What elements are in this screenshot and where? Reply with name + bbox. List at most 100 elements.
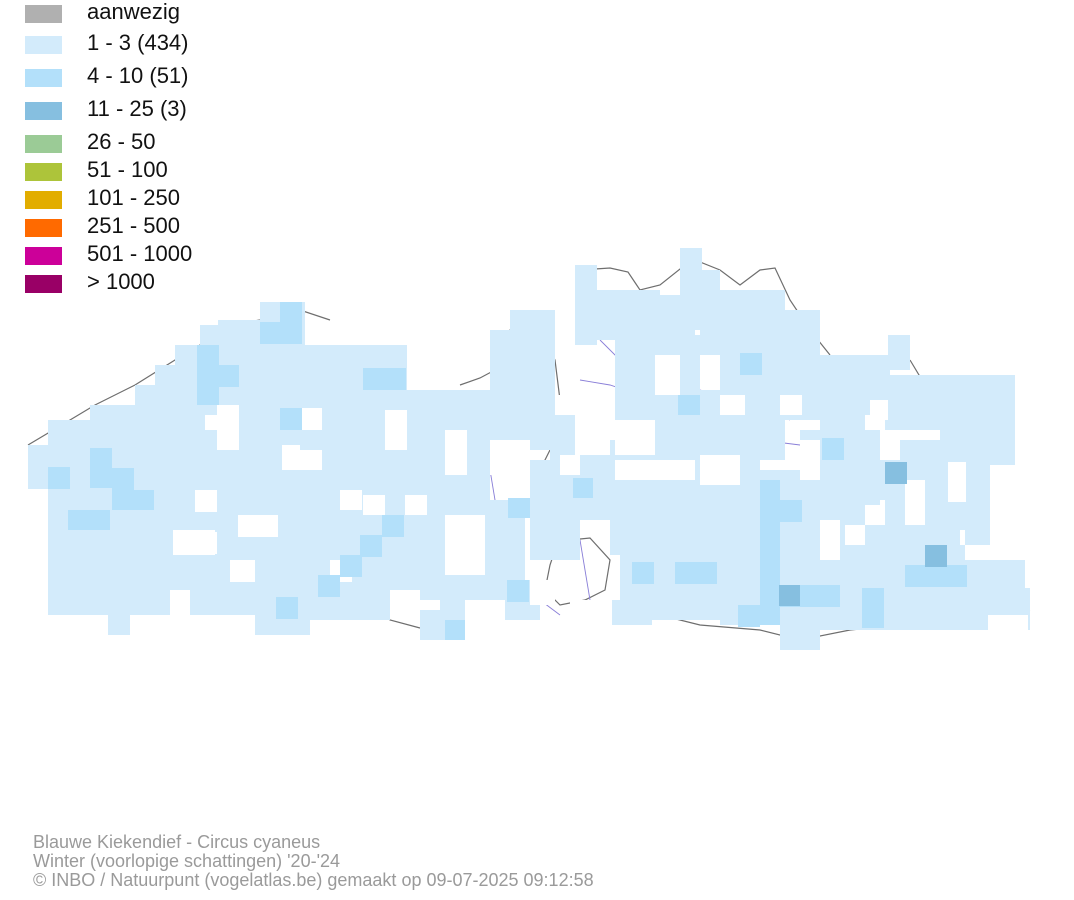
legend-item-26-50: 26 - 50 [25,130,325,154]
grid-cell [382,515,404,537]
copyright-credit: © INBO / Natuurpunt (vogelatlas.be) gema… [33,870,594,890]
river-zenne [579,539,591,601]
grid-gap [445,515,485,575]
grid-gap [170,590,190,615]
grid-gap [238,515,278,537]
grid-gap [217,405,239,450]
grid-cell [112,490,154,510]
grid-gap [570,600,610,625]
legend-label: 251 - 500 [87,213,180,238]
grid-gap [800,440,820,480]
distribution-grid [28,248,1030,650]
grid-gap [465,600,505,620]
survey-period: Winter (voorlopige schattingen) '20-'24 [33,851,341,871]
grid-gap [655,355,680,395]
grid-cell [280,408,302,430]
grid-cell [340,555,362,577]
grid-cell [280,302,302,324]
grid-cell [363,368,406,390]
grid-cell [779,585,800,606]
grid-gap [195,490,217,512]
north-border-antwerp [579,261,831,356]
grid-cell [925,545,947,567]
legend-item-over-1000: > 1000 [25,270,325,294]
legend-item-51-100: 51 - 100 [25,158,325,182]
grid-gap [615,420,655,455]
legend-swatch [25,102,62,120]
grid-cell [360,535,382,557]
legend-swatch [25,191,62,209]
grid-cell [318,575,340,597]
grid-gap [988,615,1028,630]
grid-gap [720,395,745,415]
grid-cell [612,600,652,625]
legend-label: 4 - 10 (51) [87,63,189,88]
grid-gap [560,455,580,475]
grid-gap [230,560,255,582]
grid-cell [740,290,785,335]
grid-gap [845,525,865,545]
legend-label: 26 - 50 [87,129,156,154]
legend-label: > 1000 [87,269,155,294]
grid-cell [635,390,785,460]
grid-cell [738,605,760,627]
legend-swatch [25,247,62,265]
legend-item-aanwezig: aanwezig [25,0,325,24]
grid-gap [530,580,555,605]
legend-swatch [25,135,62,153]
grid-cell [90,448,112,488]
grid-cell [507,580,529,602]
legend-swatch [25,275,62,293]
legend-label: 501 - 1000 [87,241,193,266]
grid-cell [276,597,298,619]
grid-gap [340,490,362,510]
grid-gap [865,505,885,525]
grid-cell [820,460,890,500]
grid-cell [862,588,884,628]
grid-cell [632,562,654,584]
grid-gap [905,480,925,525]
grid-cell [573,478,593,498]
legend-swatch [25,69,62,87]
grid-cell [888,335,910,370]
grid-gap [780,395,802,415]
grid-gap [555,395,575,415]
legend-swatch [25,36,62,54]
legend-label: 11 - 25 (3) [87,96,187,121]
grid-cell [780,600,820,650]
grid-gap [175,532,217,554]
grid-gap [948,462,966,502]
grid-cell [780,500,802,522]
legend-item-1-3: 1 - 3 (434) [25,31,325,55]
legend-swatch [25,163,62,181]
legend-label: 51 - 100 [87,157,168,182]
grid-cell [822,438,844,460]
grid-cell [108,610,130,635]
grid-cell [510,310,555,355]
legend-swatch [25,5,62,23]
grid-cell [68,510,110,530]
legend-item-251-500: 251 - 500 [25,214,325,238]
grid-cell [260,322,302,344]
grid-cell [885,462,907,484]
legend-label: 1 - 3 (434) [87,30,189,55]
grid-gap [300,450,322,470]
grid-gap [700,455,740,485]
grid-gap [490,440,530,475]
grid-gap [300,408,322,430]
grid-cell [48,467,70,489]
legend-item-11-25: 11 - 25 (3) [25,97,325,121]
grid-gap [615,460,695,480]
grid-cell [445,620,465,640]
legend-item-501-1000: 501 - 1000 [25,242,325,266]
legend-label: 101 - 250 [87,185,180,210]
legend-item-4-10: 4 - 10 (51) [25,64,325,88]
grid-gap [445,430,467,475]
grid-cell [655,295,680,335]
grid-cell [675,562,717,584]
legend-item-101-250: 101 - 250 [25,186,325,210]
grid-cell [905,565,967,587]
grid-gap [870,400,888,420]
grid-cell [965,460,990,545]
